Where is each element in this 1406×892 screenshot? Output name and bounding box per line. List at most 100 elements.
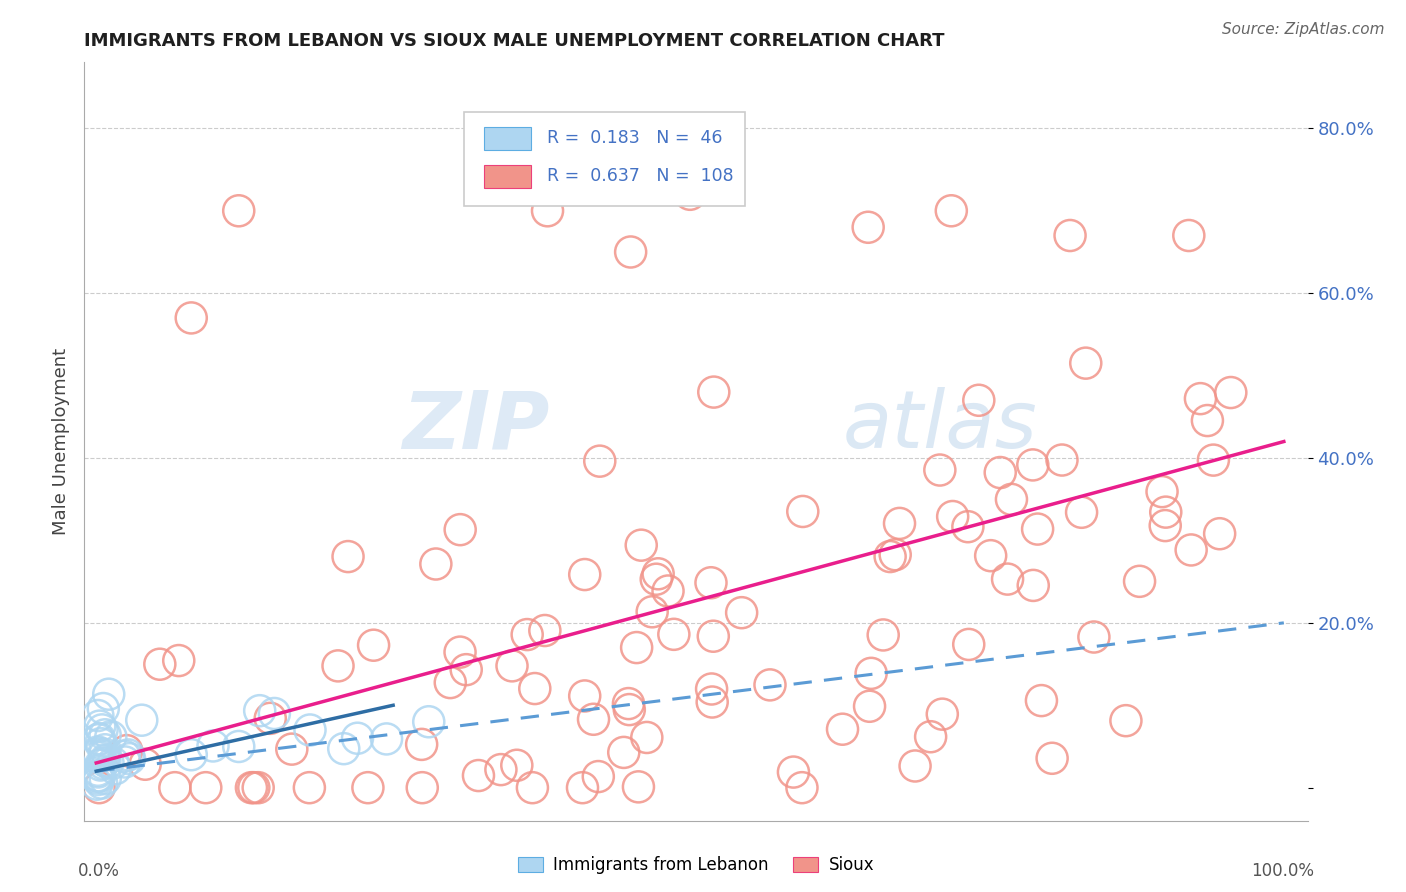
Point [928, 463, 950, 477]
Point [645, 572, 668, 586]
Text: 100.0%: 100.0% [1251, 863, 1313, 880]
Point [97, 756, 120, 770]
Point [1197, 413, 1219, 427]
Point [627, 780, 650, 794]
Point [630, 538, 652, 552]
Point [571, 780, 593, 795]
Point [582, 712, 605, 726]
Point [90, 737, 112, 751]
Point [104, 762, 127, 776]
Point [202, 739, 225, 753]
Point [956, 519, 979, 533]
Point [1115, 714, 1137, 728]
Point [337, 549, 360, 564]
Point [942, 509, 965, 524]
Text: 0.0%: 0.0% [79, 863, 120, 880]
Point [647, 566, 669, 581]
Point [467, 768, 489, 782]
Point [228, 739, 250, 754]
Point [662, 627, 685, 641]
Bar [484, 165, 531, 187]
Point [702, 629, 724, 643]
Point [1129, 574, 1152, 589]
Point [904, 759, 927, 773]
Point [636, 731, 658, 745]
Point [679, 187, 702, 202]
Point [920, 730, 942, 744]
Point [657, 584, 679, 599]
Point [326, 659, 349, 673]
Point [94, 754, 117, 768]
Point [357, 780, 380, 795]
Point [889, 516, 911, 531]
Point [456, 663, 478, 677]
Point [884, 548, 907, 562]
Point [163, 780, 186, 795]
Point [1026, 522, 1049, 536]
Point [872, 628, 894, 642]
Point [790, 780, 813, 795]
Point [759, 678, 782, 692]
Point [574, 567, 596, 582]
Point [626, 640, 648, 655]
Y-axis label: Male Unemployment: Male Unemployment [52, 348, 70, 535]
Point [89, 719, 111, 733]
Point [792, 504, 814, 518]
Point [94, 743, 117, 757]
Point [114, 749, 136, 764]
Point [1000, 492, 1022, 507]
Point [180, 310, 202, 325]
Point [988, 466, 1011, 480]
Point [997, 572, 1019, 586]
Point [375, 731, 398, 746]
Point [641, 605, 664, 619]
Point [588, 770, 610, 784]
Point [1219, 385, 1241, 400]
Point [87, 780, 110, 795]
Point [858, 699, 880, 714]
Point [167, 654, 190, 668]
Point [534, 624, 557, 638]
Point [298, 780, 321, 795]
Point [89, 769, 111, 783]
Point [87, 764, 110, 779]
Point [1070, 505, 1092, 519]
Point [856, 220, 879, 235]
Text: IMMIGRANTS FROM LEBANON VS SIOUX MALE UNEMPLOYMENT CORRELATION CHART: IMMIGRANTS FROM LEBANON VS SIOUX MALE UN… [84, 32, 945, 50]
Point [931, 707, 953, 722]
Point [87, 746, 110, 760]
Point [425, 557, 447, 571]
Point [249, 704, 271, 718]
Point [97, 687, 120, 701]
Point [91, 701, 114, 715]
Point [263, 706, 285, 721]
Point [134, 757, 156, 772]
Point [1202, 453, 1225, 467]
Point [1022, 578, 1045, 592]
Text: R =  0.637   N =  108: R = 0.637 N = 108 [547, 167, 734, 186]
Point [522, 780, 544, 795]
Point [1208, 526, 1230, 541]
Text: ZIP: ZIP [402, 387, 550, 466]
Point [617, 697, 640, 711]
Point [86, 747, 108, 762]
Point [87, 772, 110, 787]
Point [131, 713, 153, 727]
Point [1180, 543, 1202, 558]
Point [87, 732, 110, 747]
Point [114, 755, 136, 769]
Point [1154, 518, 1177, 533]
Point [489, 763, 512, 777]
Point [91, 756, 114, 771]
Point [86, 777, 108, 791]
Point [700, 575, 723, 590]
Point [346, 731, 368, 746]
Point [613, 746, 636, 760]
Point [100, 730, 122, 744]
Point [87, 708, 110, 723]
Point [94, 728, 117, 742]
Point [702, 695, 724, 709]
Legend: Immigrants from Lebanon, Sioux: Immigrants from Lebanon, Sioux [512, 849, 880, 880]
Point [523, 681, 546, 696]
Point [90, 758, 112, 772]
